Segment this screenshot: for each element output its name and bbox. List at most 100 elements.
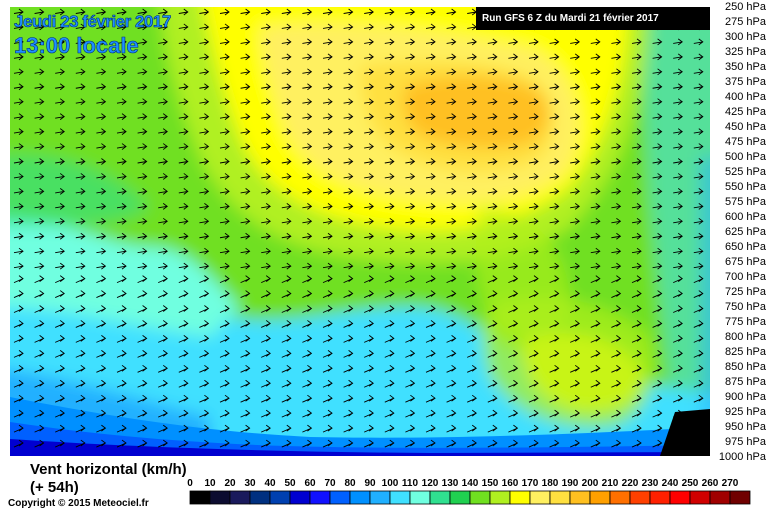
- wind-arrow: [281, 217, 292, 225]
- scale-color-swatch: [369, 490, 391, 505]
- wind-arrow: [281, 98, 292, 106]
- wind-arrow: [384, 320, 395, 328]
- scale-tick-label: 160: [502, 478, 519, 489]
- wind-arrow: [528, 247, 539, 255]
- wind-arrow: [611, 349, 622, 358]
- wind-arrow: [528, 38, 539, 46]
- wind-arrow: [364, 113, 374, 121]
- wind-arrow: [137, 379, 148, 388]
- wind-arrow: [549, 320, 560, 328]
- wind-arrow: [55, 173, 65, 180]
- wind-arrow: [590, 290, 601, 298]
- wind-arrow: [570, 290, 580, 298]
- scale-tick-label: 80: [344, 478, 356, 489]
- wind-arrow: [611, 424, 622, 433]
- wind-arrow: [240, 83, 251, 91]
- wind-arrow: [219, 379, 230, 388]
- wind-arrow: [446, 409, 457, 418]
- wind-arrow: [137, 143, 148, 150]
- scale-color-swatch: [329, 490, 351, 505]
- wind-arrow: [364, 439, 374, 448]
- wind-arrow: [219, 173, 230, 180]
- wind-arrow: [281, 424, 292, 433]
- wind-arrow: [322, 379, 333, 388]
- wind-arrow: [96, 143, 107, 150]
- wind-arrow: [158, 409, 168, 418]
- scale-color-swatch: [709, 490, 731, 505]
- wind-arrow: [570, 158, 580, 165]
- wind-arrow: [199, 68, 210, 76]
- wind-arrow: [322, 394, 333, 403]
- wind-arrow: [528, 364, 539, 373]
- wind-arrow: [590, 439, 601, 448]
- wind-arrow: [343, 23, 354, 31]
- wind-arrow: [570, 305, 580, 313]
- wind-arrow: [13, 83, 24, 91]
- scale-tick-label: 100: [382, 478, 399, 489]
- wind-arrow: [302, 23, 313, 31]
- wind-arrow: [405, 247, 416, 255]
- wind-arrow: [570, 262, 580, 270]
- wind-arrow: [178, 158, 189, 165]
- wind-arrow: [467, 38, 477, 46]
- wind-arrow: [611, 98, 622, 106]
- wind-arrow: [384, 275, 395, 284]
- wind-arrow: [240, 424, 251, 433]
- wind-arrow: [528, 394, 539, 403]
- wind-arrow: [219, 217, 230, 225]
- wind-arrow: [508, 335, 519, 343]
- wind-arrow: [467, 305, 477, 313]
- wind-arrow: [425, 128, 436, 135]
- scale-color-swatch: [649, 490, 671, 505]
- wind-arrow: [261, 262, 271, 270]
- wind-arrow: [13, 53, 24, 61]
- wind-arrow: [158, 232, 168, 240]
- wind-arrow: [549, 409, 560, 418]
- wind-arrow: [693, 113, 704, 121]
- wind-arrow: [384, 38, 395, 46]
- wind-arrow: [631, 143, 642, 150]
- wind-arrow: [364, 247, 374, 255]
- wind-arrow: [549, 173, 560, 180]
- wind-arrow: [570, 173, 580, 180]
- wind-arrow: [55, 232, 65, 240]
- wind-arrow: [549, 38, 560, 46]
- wind-arrow: [116, 290, 127, 298]
- wind-arrow: [116, 217, 127, 225]
- wind-arrow: [137, 275, 148, 284]
- wind-arrow: [13, 68, 24, 76]
- wind-arrow: [302, 128, 313, 135]
- wind-arrow: [281, 53, 292, 61]
- wind-arrow: [13, 98, 24, 106]
- wind-arrow: [652, 364, 663, 373]
- wind-arrow: [261, 188, 271, 195]
- wind-arrow: [631, 409, 642, 418]
- wind-arrow: [322, 68, 333, 76]
- wind-arrow: [34, 379, 45, 388]
- wind-arrow: [261, 290, 271, 298]
- wind-arrow: [34, 290, 45, 298]
- wind-arrow: [467, 364, 477, 373]
- scale-tick-label: 50: [284, 478, 296, 489]
- wind-arrow: [384, 232, 395, 240]
- wind-arrow: [570, 320, 580, 328]
- wind-arrow: [611, 217, 622, 225]
- wind-arrow: [302, 202, 313, 210]
- wind-arrow: [528, 98, 539, 106]
- scale-tick-label: 30: [244, 478, 256, 489]
- wind-arrow: [199, 158, 210, 165]
- wind-arrow: [343, 262, 354, 270]
- wind-arrow: [178, 53, 189, 61]
- wind-arrow: [116, 83, 127, 91]
- wind-arrow: [137, 83, 148, 91]
- wind-arrow: [240, 23, 251, 31]
- wind-arrow: [34, 364, 45, 373]
- wind-arrow: [343, 335, 354, 343]
- wind-arrow: [611, 320, 622, 328]
- wind-arrow: [425, 424, 436, 433]
- wind-arrow: [631, 394, 642, 403]
- wind-arrow: [405, 113, 416, 121]
- wind-arrow: [199, 275, 210, 284]
- wind-arrow: [199, 379, 210, 388]
- wind-arrow: [158, 439, 168, 448]
